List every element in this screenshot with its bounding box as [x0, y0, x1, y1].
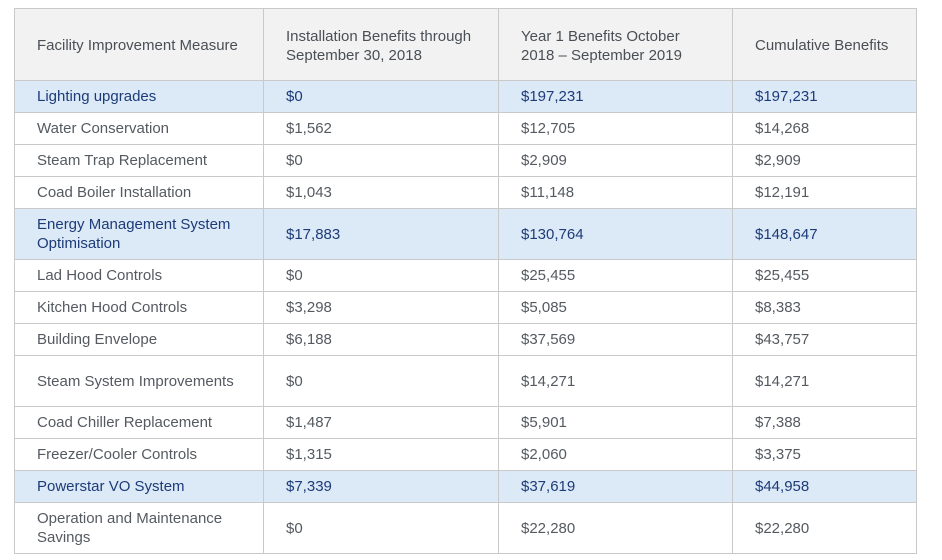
table-row: Kitchen Hood Controls $3,298 $5,085 $8,383: [14, 291, 917, 324]
table-header: Facility Improvement Measure Installatio…: [14, 8, 917, 81]
cell-year1-benefits: $2,909: [498, 144, 733, 177]
cell-cumulative-benefits: $25,455: [732, 259, 917, 292]
cell-installation-benefits: $6,188: [263, 323, 499, 356]
table-row: Coad Boiler Installation $1,043 $11,148 $12…: [14, 176, 917, 209]
cell-installation-benefits: $1,562: [263, 112, 499, 145]
cell-year1-benefits: $11,148: [498, 176, 733, 209]
cell-year1-benefits: $37,569: [498, 323, 733, 356]
cell-cumulative-benefits: $44,958: [732, 470, 917, 503]
cell-installation-benefits: $0: [263, 144, 499, 177]
table-row: Freezer/Cooler Controls $1,315 $2,060 $3,37…: [14, 438, 917, 471]
table-row: Powerstar VO System $7,339 $37,619 $44,958: [14, 470, 917, 503]
cell-measure: Building Envelope: [14, 323, 264, 356]
table-row: Water Conservation $1,562 $12,705 $14,268: [14, 112, 917, 145]
cell-cumulative-benefits: $12,191: [732, 176, 917, 209]
cell-year1-benefits: $2,060: [498, 438, 733, 471]
table-row: Coad Chiller Replacement $1,487 $5,901 $7,3…: [14, 406, 917, 439]
cell-cumulative-benefits: $8,383: [732, 291, 917, 324]
table-row: Steam System Improvements $0 $14,271 $14,27…: [14, 355, 917, 407]
cell-year1-benefits: $14,271: [498, 355, 733, 407]
cell-measure: Energy Management System Optimisation: [14, 208, 264, 260]
cell-measure: Kitchen Hood Controls: [14, 291, 264, 324]
cell-installation-benefits: $1,487: [263, 406, 499, 439]
table-body: Lighting upgrades $0 $197,231 $197,231 Water…: [14, 80, 917, 554]
cell-cumulative-benefits: $7,388: [732, 406, 917, 439]
cell-cumulative-benefits: $3,375: [732, 438, 917, 471]
cell-installation-benefits: $1,315: [263, 438, 499, 471]
cell-cumulative-benefits: $14,271: [732, 355, 917, 407]
column-header-year1-benefits: Year 1 Benefits October 2018 – September…: [498, 8, 733, 81]
column-header-measure: Facility Improvement Measure: [14, 8, 264, 81]
benefits-table-container: Facility Improvement Measure Installatio…: [14, 8, 917, 554]
column-header-installation-benefits: Installation Benefits through September …: [263, 8, 499, 81]
table-row: Steam Trap Replacement $0 $2,909 $2,909: [14, 144, 917, 177]
cell-measure: Steam Trap Replacement: [14, 144, 264, 177]
cell-installation-benefits: $1,043: [263, 176, 499, 209]
table-row: Energy Management System Optimisation $17…: [14, 208, 917, 260]
cell-cumulative-benefits: $14,268: [732, 112, 917, 145]
cell-year1-benefits: $130,764: [498, 208, 733, 260]
cell-year1-benefits: $5,085: [498, 291, 733, 324]
table-row: Lighting upgrades $0 $197,231 $197,231: [14, 80, 917, 113]
cell-installation-benefits: $0: [263, 502, 499, 554]
table-row: Operation and Maintenance Savings $0 $22,2…: [14, 502, 917, 554]
cell-measure: Coad Boiler Installation: [14, 176, 264, 209]
cell-measure: Freezer/Cooler Controls: [14, 438, 264, 471]
cell-cumulative-benefits: $2,909: [732, 144, 917, 177]
column-header-cumulative-benefits: Cumulative Benefits: [732, 8, 917, 81]
cell-measure: Coad Chiller Replacement: [14, 406, 264, 439]
header-row: Facility Improvement Measure Installatio…: [14, 8, 917, 81]
cell-cumulative-benefits: $148,647: [732, 208, 917, 260]
cell-installation-benefits: $0: [263, 355, 499, 407]
cell-measure: Steam System Improvements: [14, 355, 264, 407]
cell-year1-benefits: $37,619: [498, 470, 733, 503]
table-row: Building Envelope $6,188 $37,569 $43,757: [14, 323, 917, 356]
cell-installation-benefits: $7,339: [263, 470, 499, 503]
cell-cumulative-benefits: $197,231: [732, 80, 917, 113]
cell-year1-benefits: $22,280: [498, 502, 733, 554]
cell-year1-benefits: $197,231: [498, 80, 733, 113]
table-row: Lad Hood Controls $0 $25,455 $25,455: [14, 259, 917, 292]
cell-measure: Operation and Maintenance Savings: [14, 502, 264, 554]
cell-measure: Water Conservation: [14, 112, 264, 145]
cell-year1-benefits: $12,705: [498, 112, 733, 145]
cell-year1-benefits: $5,901: [498, 406, 733, 439]
cell-measure: Powerstar VO System: [14, 470, 264, 503]
cell-cumulative-benefits: $43,757: [732, 323, 917, 356]
benefits-table: Facility Improvement Measure Installatio…: [14, 8, 917, 554]
cell-installation-benefits: $0: [263, 259, 499, 292]
cell-installation-benefits: $0: [263, 80, 499, 113]
cell-measure: Lighting upgrades: [14, 80, 264, 113]
cell-year1-benefits: $25,455: [498, 259, 733, 292]
cell-cumulative-benefits: $22,280: [732, 502, 917, 554]
cell-installation-benefits: $17,883: [263, 208, 499, 260]
cell-installation-benefits: $3,298: [263, 291, 499, 324]
cell-measure: Lad Hood Controls: [14, 259, 264, 292]
